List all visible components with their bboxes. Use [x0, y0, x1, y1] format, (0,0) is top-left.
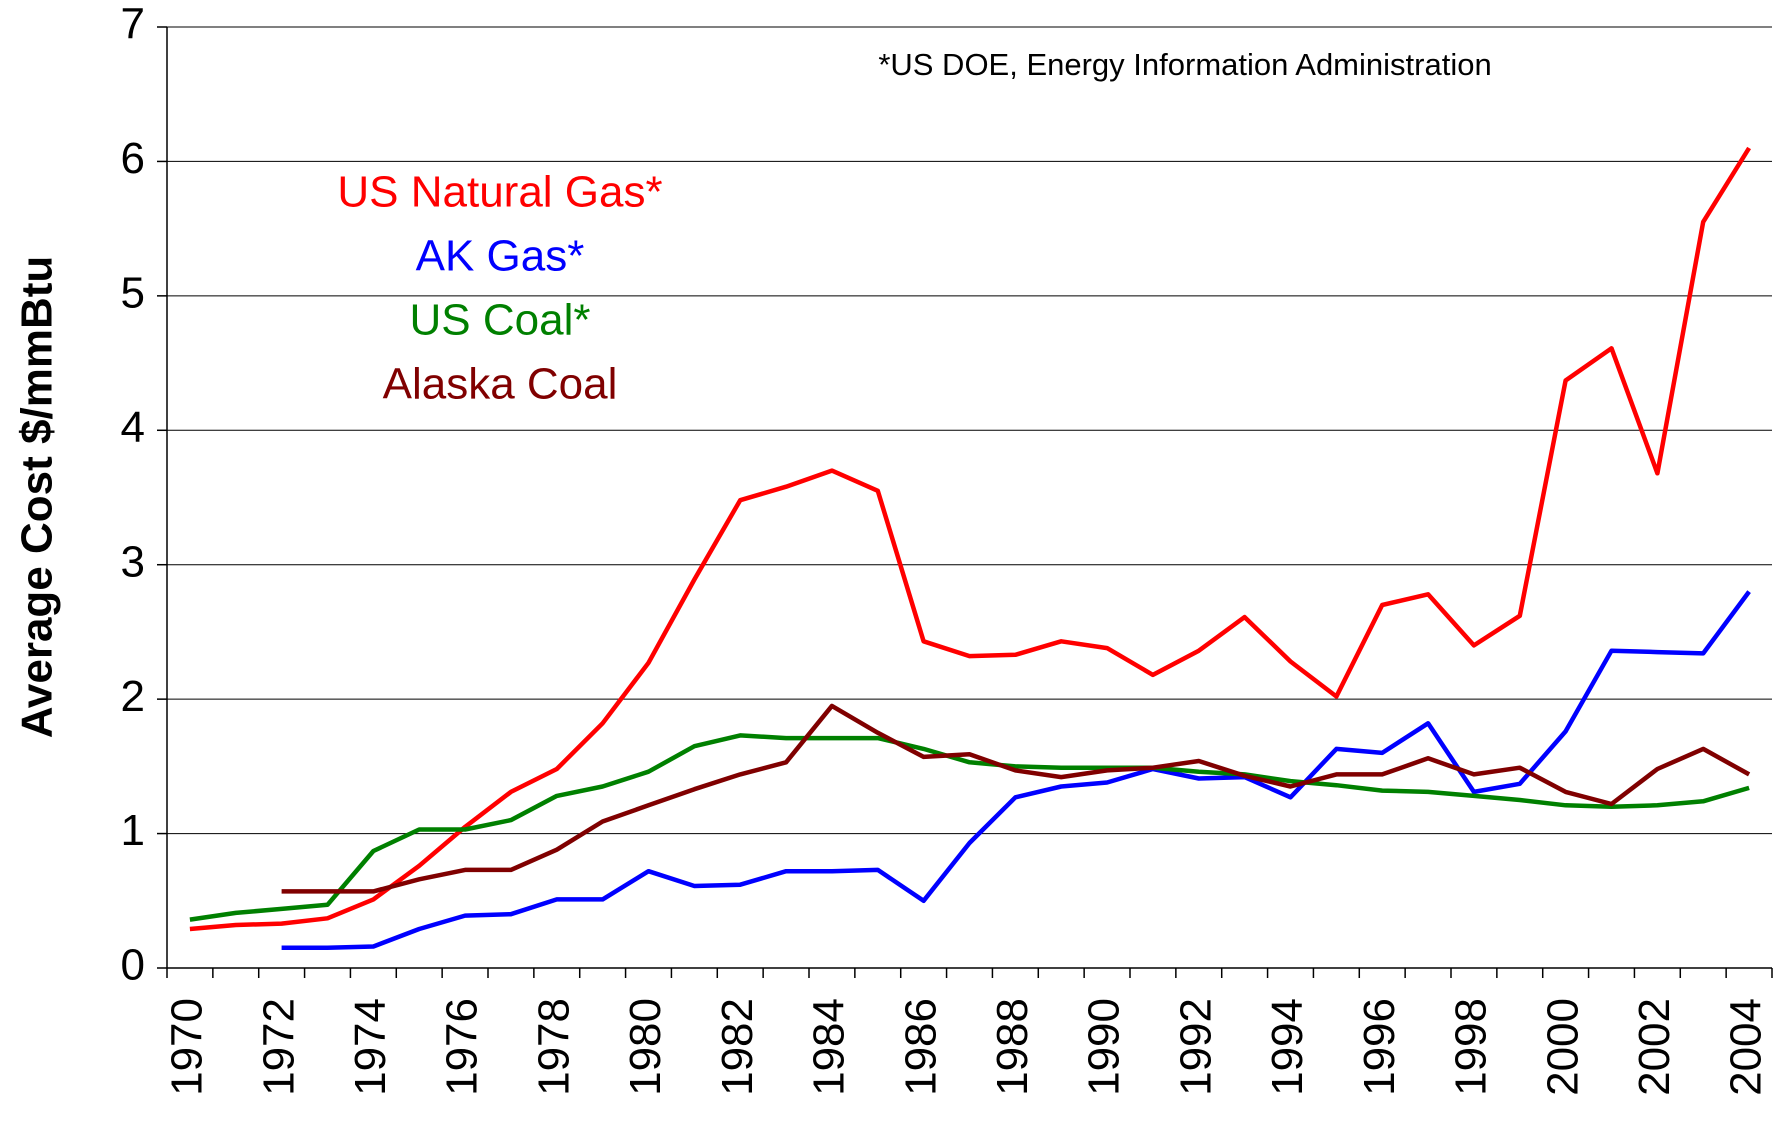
line-series [189, 146, 1752, 932]
legend-entry: US Coal* [410, 296, 591, 345]
legend-entry: Alaska Coal [383, 360, 618, 409]
y-axis-title: Average Cost $/mmBtu [13, 256, 62, 739]
x-tick-label: 1982 [713, 998, 762, 1096]
x-tick-label: 1992 [1171, 998, 1220, 1096]
x-tick-label: 1996 [1355, 998, 1404, 1096]
y-tick-label: 2 [121, 672, 145, 721]
x-tick-label: 1998 [1447, 998, 1496, 1096]
y-tick-label: 7 [121, 0, 145, 49]
y-tick-label: 5 [121, 268, 145, 317]
x-tick-label: 2002 [1630, 998, 1679, 1096]
y-tick-label: 0 [121, 941, 145, 990]
x-tick-label: 1980 [621, 998, 670, 1096]
line-series [281, 703, 1751, 894]
x-tick-label: 1986 [896, 998, 945, 1096]
y-tick-label: 1 [121, 806, 145, 855]
y-tick-label: 6 [121, 134, 145, 183]
annotation: *US DOE, Energy Information Administrati… [878, 47, 1491, 82]
x-tick-label: 2004 [1722, 998, 1771, 1096]
x-tick-label: 1990 [1080, 998, 1129, 1096]
x-tick-label: 1994 [1263, 998, 1312, 1096]
x-tick-label: 2000 [1538, 998, 1587, 1096]
line-series [281, 590, 1751, 951]
x-tick-label: 1970 [163, 998, 212, 1096]
line-series [189, 733, 1750, 922]
y-tick-label: 4 [121, 403, 145, 452]
legend-entry: US Natural Gas* [337, 168, 662, 217]
x-tick-label: 1972 [254, 998, 303, 1096]
x-tick-label: 1976 [438, 998, 487, 1096]
y-tick-label: 3 [121, 537, 145, 586]
x-tick-label: 1988 [988, 998, 1037, 1096]
x-tick-label: 1974 [346, 998, 395, 1096]
x-tick-label: 1978 [529, 998, 578, 1096]
legend-entry: AK Gas* [416, 232, 585, 281]
x-tick-label: 1984 [805, 998, 854, 1096]
